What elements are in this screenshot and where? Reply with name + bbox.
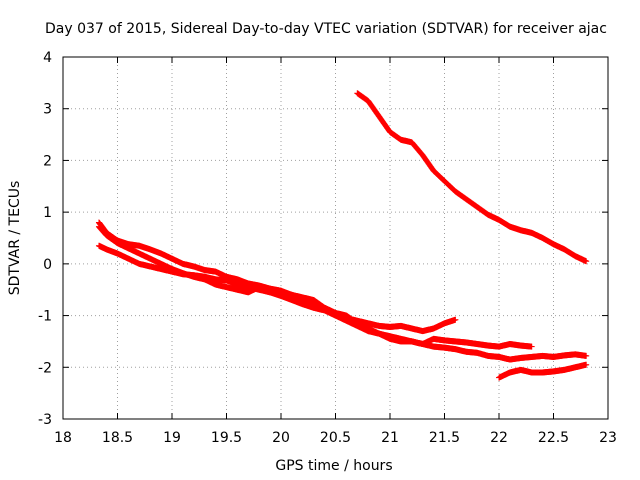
x-tick-label: 18	[54, 430, 72, 446]
y-tick-label: 2	[43, 153, 52, 169]
y-tick-label: 0	[43, 257, 52, 273]
data-points	[95, 90, 590, 381]
x-tick-label: 20.5	[320, 430, 351, 446]
series-arc-2	[95, 219, 459, 335]
x-tick-label: 22.5	[538, 430, 569, 446]
y-tick-label: -3	[38, 412, 52, 428]
x-tick-label: 19.5	[211, 430, 242, 446]
x-tick-label: 20	[272, 430, 290, 446]
y-tick-labels: -3 -2 -1 0 1 2 3 4	[38, 50, 52, 428]
data-point	[583, 352, 590, 359]
y-tick-label: -2	[38, 360, 52, 376]
data-point	[452, 316, 459, 323]
x-tick-label: 21	[381, 430, 399, 446]
data-point	[583, 361, 590, 368]
y-tick-label: -1	[38, 309, 52, 325]
series-arc-5	[496, 361, 590, 381]
x-tick-label: 22	[490, 430, 508, 446]
x-tick-label: 21.5	[429, 430, 460, 446]
series-arc-3	[95, 223, 590, 363]
chart-title: Day 037 of 2015, Sidereal Day-to-day VTE…	[45, 21, 607, 37]
x-tick-label: 19	[163, 430, 181, 446]
data-point	[528, 343, 535, 350]
y-tick-label: 4	[43, 50, 52, 66]
series-arc-4	[95, 242, 535, 350]
x-tick-labels: 18 18.5 19 19.5 20 20.5 21 21.5 22 22.5 23	[54, 430, 617, 446]
y-tick-label: 1	[43, 205, 52, 221]
x-tick-label: 18.5	[102, 430, 133, 446]
axis-ticks	[62, 56, 609, 420]
grid	[63, 57, 608, 419]
y-tick-label: 3	[43, 102, 52, 118]
data-point	[583, 258, 590, 265]
x-tick-label: 23	[599, 430, 617, 446]
y-axis-label: SDTVAR / TECUs	[7, 181, 23, 296]
series-arc-1	[354, 90, 590, 265]
x-axis-label: GPS time / hours	[275, 458, 392, 474]
